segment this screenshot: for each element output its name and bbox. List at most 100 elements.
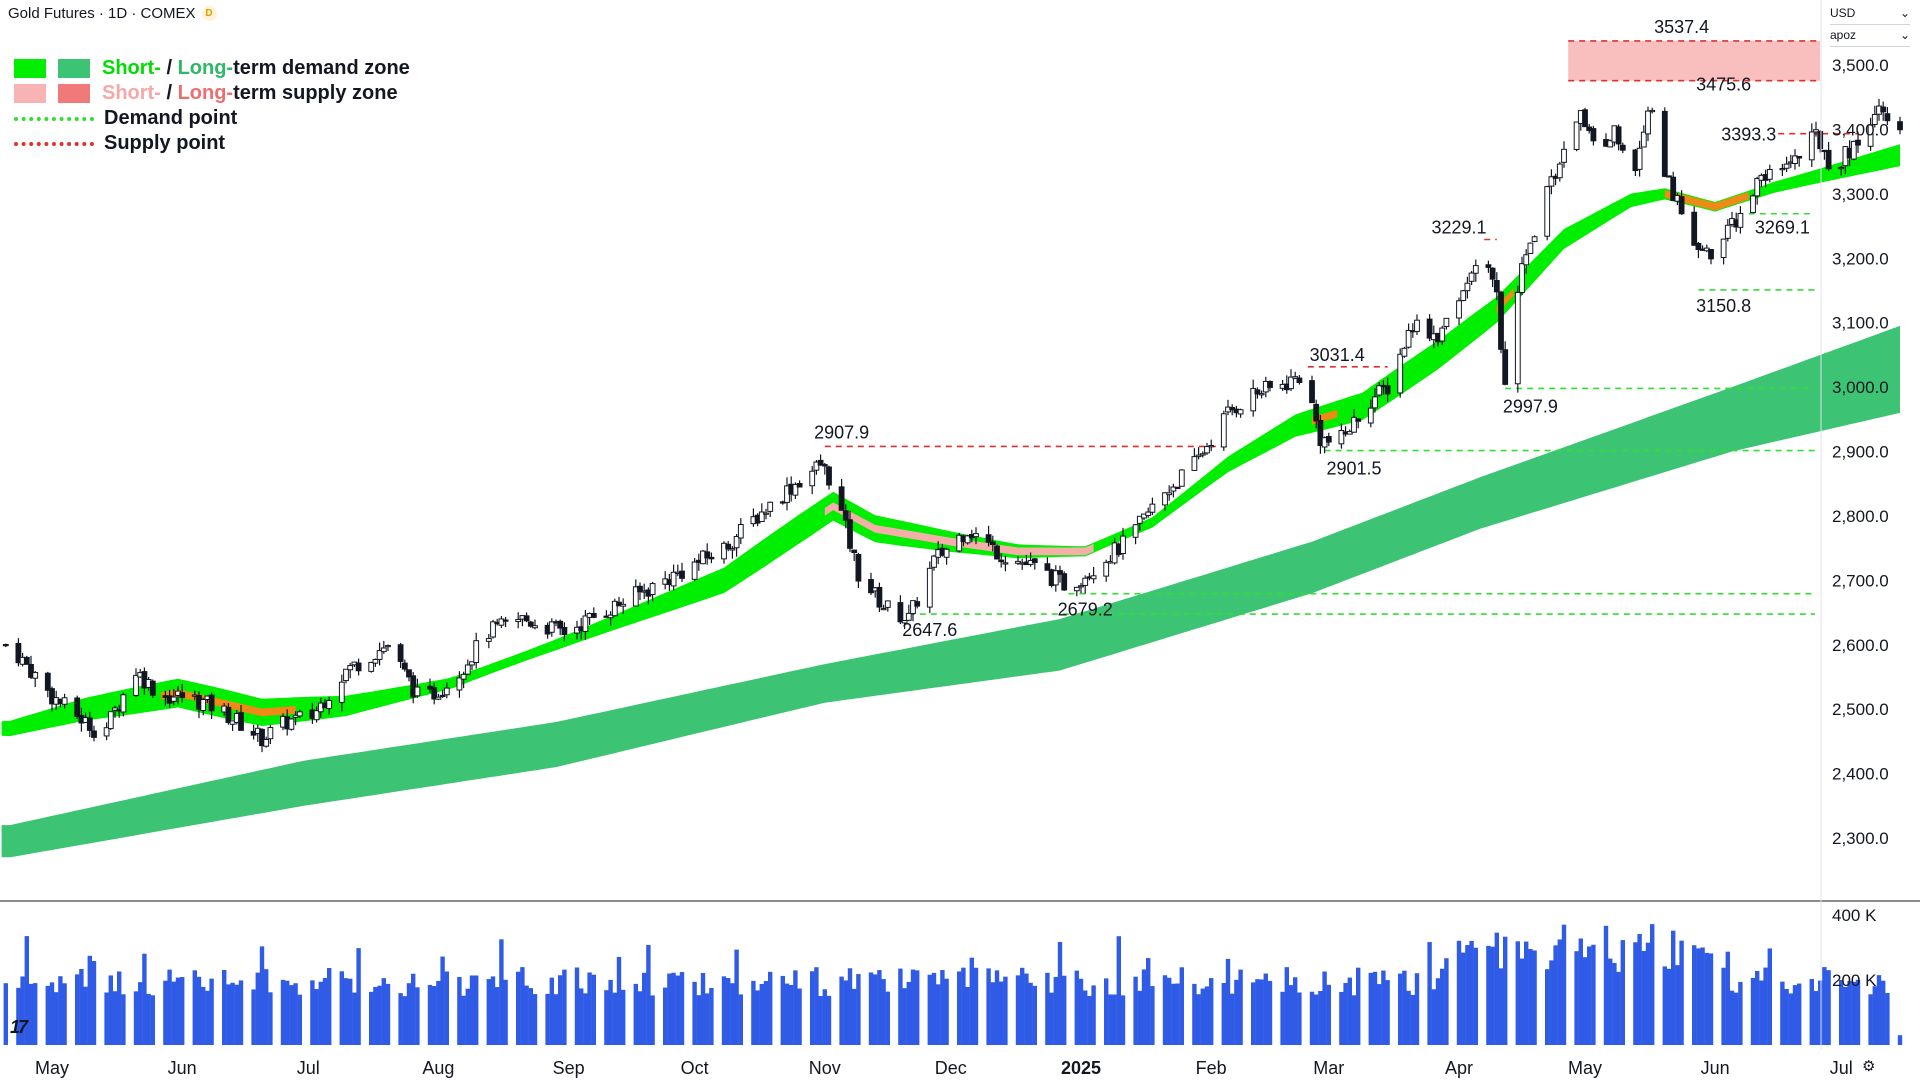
time-tick-label: 2025 [1061,1058,1101,1078]
volume-bar [373,987,378,1045]
data-badge[interactable]: D [201,6,217,21]
volume-bar [226,984,231,1045]
volume-bar [117,971,122,1045]
candle-up [729,548,736,551]
candle-down [1670,176,1677,202]
volume-bar [1381,970,1386,1045]
volume-bar [327,968,332,1045]
volume-bar [1797,983,1802,1045]
candle-up [1195,454,1202,458]
volume-bar [852,988,857,1045]
volume-bar [222,969,227,1045]
candle-up [1132,524,1139,538]
volume-bar [1196,994,1201,1045]
volume-bar [1679,940,1684,1045]
volume-bar [1574,951,1579,1045]
legend-sep-text: / [160,57,178,79]
volume-bar [1049,992,1054,1045]
volume-bar [108,975,113,1045]
legend-short-text: Short- [102,57,161,79]
candle-down [410,675,417,698]
volume-bar [1788,993,1793,1045]
candle-up [485,638,492,642]
candle-up [758,511,765,523]
candle-up [582,615,589,632]
scale-mode-selector[interactable]: apoz ⌄ [1830,28,1910,47]
candle-up [1750,195,1756,214]
candle-up [1346,431,1353,435]
volume-bar [1561,924,1567,1045]
candle-up [1871,113,1878,125]
volume-bar [1868,994,1873,1045]
volume-bar [881,979,886,1045]
candle-up [1460,290,1467,301]
volume-bar [700,972,706,1045]
volume-bar [377,985,382,1045]
candle-down [401,662,408,670]
candle-up [1636,147,1643,170]
candle-up [464,664,471,675]
scale-mode-label: apoz [1830,28,1857,42]
candle-down [502,619,509,622]
volume-bar [1897,1035,1903,1045]
volume-bar [642,972,647,1045]
volume-bar [175,977,181,1045]
volume-bar [524,985,529,1045]
volume-bar [1503,936,1508,1045]
candle-up [1456,300,1462,319]
volume-bar [751,980,756,1045]
time-tick-label: May [35,1058,69,1078]
volume-bar [343,978,349,1045]
candle-down [23,656,30,665]
volume-bar [650,995,655,1045]
volume-bar [356,948,361,1045]
candle-down [826,466,832,486]
candle-down [989,541,996,545]
volume-bar [1532,950,1537,1045]
volume-bar [285,980,290,1045]
candle-down [74,697,81,717]
candle-up [1162,492,1168,506]
volume-bar [1351,995,1357,1045]
time-tick-label: Feb [1196,1058,1227,1078]
point-label: 2907.9 [814,422,869,442]
candle-up [515,618,522,623]
legend-long-text: Long- [177,57,234,79]
volume-bar [1839,980,1844,1045]
volume-bar [553,994,559,1045]
volume-bar [1339,991,1344,1045]
volume-bar [146,993,151,1045]
candle-up [1372,396,1378,409]
point-labels: 3537.4 3475.6 3393.3 3229.1 3031.4 2907.9 3269… [814,17,1810,640]
volume-bar [726,978,731,1045]
volume-bar [1137,990,1142,1045]
gear-icon[interactable]: ⚙ [1862,1058,1876,1075]
candle-down [179,692,186,698]
candle-up [1145,511,1152,516]
long-supply-swatch [58,84,90,103]
point-levels [824,40,1858,615]
volume-bar [558,975,563,1045]
chevron-down-icon: ⌄ [1899,6,1910,20]
candle-up [1376,385,1383,396]
volume-bar [75,974,80,1045]
candle-down [1708,248,1714,260]
volume-bar [1843,986,1848,1045]
candle-up [473,640,480,664]
candle-down [1317,419,1324,446]
price-tick-label: 3,500.0 [1832,56,1889,75]
point-label: 2647.6 [902,620,957,640]
candle-up [620,603,627,607]
volume-bar [1150,986,1155,1045]
symbol-title[interactable]: Gold Futures · 1D · COMEX [8,5,196,22]
volume-bar [1662,966,1667,1045]
candle-up [32,672,39,679]
tradingview-logo[interactable]: 17 [10,1017,28,1037]
supply-zone [1568,40,1820,81]
supply-point-swatch [14,141,94,146]
volume-bar [1750,977,1756,1045]
currency-selector[interactable]: USD ⌄ [1830,6,1910,25]
volume-bar [1456,940,1462,1045]
volume-bar [465,988,470,1045]
